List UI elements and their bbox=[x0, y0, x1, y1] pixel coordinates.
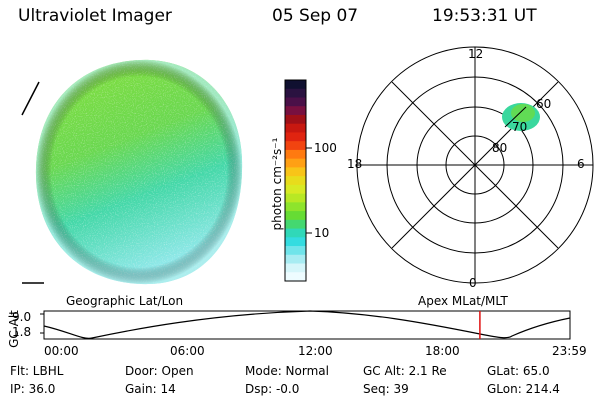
colorbar-label-100: 100 bbox=[314, 141, 337, 155]
colorbar-cell bbox=[285, 141, 306, 151]
colorbar-cell bbox=[285, 106, 306, 116]
colorbar-frame bbox=[284, 79, 307, 282]
colorbar-cell bbox=[285, 149, 306, 160]
altitude-curve bbox=[43, 310, 571, 339]
colorbar-cell bbox=[285, 176, 306, 186]
colorbar-cell bbox=[285, 228, 306, 238]
mlt-label-6: 6 bbox=[577, 157, 585, 171]
timeline-xtick-0000: 00:00 bbox=[44, 344, 79, 358]
timeline-frame bbox=[43, 310, 571, 340]
colorbar-cell bbox=[285, 114, 306, 125]
imager-disk bbox=[35, 59, 243, 285]
info-ip: IP: 36.0 bbox=[10, 382, 56, 396]
mlt-label-18: 18 bbox=[347, 157, 363, 171]
lat-label-60: 60 bbox=[536, 97, 552, 111]
colorbar-cell bbox=[285, 132, 306, 142]
colorbar-label-10: 10 bbox=[314, 226, 330, 240]
colorbar-cell bbox=[285, 254, 306, 265]
colorbar-cell bbox=[285, 193, 306, 203]
colorbar-cell bbox=[285, 97, 306, 107]
colorbar-cell bbox=[285, 123, 306, 134]
info-gain: Gain: 14 bbox=[125, 382, 176, 396]
info-door: Door: Open bbox=[125, 364, 194, 378]
info-dsp: Dsp: -0.0 bbox=[245, 382, 300, 396]
colorbar-cell bbox=[285, 219, 306, 230]
colorbar-cell bbox=[285, 246, 306, 256]
timeline-xtick-1200: 12:00 bbox=[298, 344, 333, 358]
info-filter: Flt: LBHL bbox=[10, 364, 64, 378]
timeline-left-title: Geographic Lat/Lon bbox=[66, 294, 184, 308]
info-seq: Seq: 39 bbox=[363, 382, 409, 396]
info-glat: GLat: 65.0 bbox=[487, 364, 550, 378]
timeline-right-title: Apex MLat/MLT bbox=[418, 294, 508, 308]
polar-fov-core bbox=[511, 104, 535, 122]
date-label: 05 Sep 07 bbox=[272, 6, 359, 26]
colorbar-cell bbox=[285, 211, 306, 221]
lat-label-80: 80 bbox=[492, 141, 508, 155]
colorbar-cell bbox=[285, 184, 306, 195]
timeline-xtick-2359: 23:59 bbox=[552, 344, 587, 358]
mlt-label-0: 0 bbox=[469, 276, 477, 290]
info-mode: Mode: Normal bbox=[245, 364, 329, 378]
app-title: Ultraviolet Imager bbox=[18, 6, 172, 26]
timeline-xtick-0600: 06:00 bbox=[170, 344, 205, 358]
info-gc-alt: GC Alt: 2.1 Re bbox=[363, 364, 447, 378]
colorbar-cell bbox=[285, 202, 306, 212]
colorbar-cell bbox=[285, 237, 306, 247]
colorbar-cell bbox=[285, 88, 306, 99]
colorbar-cell bbox=[285, 272, 306, 282]
colorbar-cell bbox=[285, 167, 306, 177]
timeline-ytick-9: 9.0 bbox=[12, 310, 32, 324]
time-label: 19:53:31 UT bbox=[432, 6, 537, 26]
lat-label-70: 70 bbox=[512, 120, 528, 134]
info-glon: GLon: 214.4 bbox=[487, 382, 560, 396]
orientation-line bbox=[21, 81, 40, 116]
colorbar-cell bbox=[285, 158, 306, 168]
mlt-label-12: 12 bbox=[468, 47, 484, 61]
timeline-xtick-1800: 18:00 bbox=[425, 344, 460, 358]
timeline-ytick-1: 1.8 bbox=[12, 325, 32, 339]
colorbar-cell bbox=[285, 80, 306, 90]
colorbar-cell bbox=[285, 263, 306, 273]
